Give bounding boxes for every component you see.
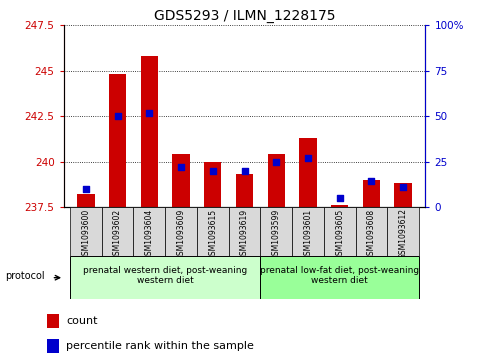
Text: count: count	[66, 316, 98, 326]
Bar	[394, 183, 411, 207]
Text: GSM1093615: GSM1093615	[208, 208, 217, 260]
Text: GSM1093605: GSM1093605	[335, 208, 344, 260]
Point	[304, 155, 311, 161]
Bar	[47, 339, 59, 353]
Point	[208, 168, 216, 174]
Bar	[47, 314, 59, 328]
Bar	[386, 207, 418, 256]
Text: GSM1093609: GSM1093609	[176, 208, 185, 260]
Bar	[299, 138, 316, 207]
Bar	[70, 207, 102, 256]
Bar	[172, 154, 189, 207]
Bar	[70, 256, 260, 299]
Bar	[165, 207, 197, 256]
Point	[81, 186, 89, 192]
Bar	[77, 194, 94, 207]
Text: prenatal low-fat diet, post-weaning
western diet: prenatal low-fat diet, post-weaning west…	[260, 266, 418, 285]
Text: GSM1093604: GSM1093604	[144, 208, 153, 260]
Text: prenatal western diet, post-weaning
western diet: prenatal western diet, post-weaning west…	[83, 266, 247, 285]
Point	[177, 164, 184, 170]
Text: percentile rank within the sample: percentile rank within the sample	[66, 341, 253, 351]
Point	[240, 168, 248, 174]
Text: GSM1093602: GSM1093602	[113, 208, 122, 260]
Bar	[330, 205, 348, 207]
Text: GSM1093619: GSM1093619	[240, 208, 248, 260]
Bar	[102, 207, 133, 256]
Bar	[260, 256, 418, 299]
Text: GSM1093599: GSM1093599	[271, 208, 280, 260]
Bar	[140, 56, 158, 207]
Point	[335, 195, 343, 201]
Text: protocol: protocol	[5, 270, 45, 281]
Bar	[197, 207, 228, 256]
Bar	[228, 207, 260, 256]
Title: GDS5293 / ILMN_1228175: GDS5293 / ILMN_1228175	[153, 9, 335, 23]
Text: GSM1093612: GSM1093612	[398, 208, 407, 260]
Point	[399, 184, 407, 190]
Bar	[267, 154, 285, 207]
Point	[145, 110, 153, 115]
Text: GSM1093601: GSM1093601	[303, 208, 312, 260]
Bar	[355, 207, 386, 256]
Bar	[362, 180, 380, 207]
Point	[272, 159, 280, 164]
Bar	[260, 207, 291, 256]
Point	[367, 179, 375, 184]
Bar	[323, 207, 355, 256]
Bar	[108, 74, 126, 207]
Bar	[203, 162, 221, 207]
Bar	[235, 174, 253, 207]
Point	[113, 113, 121, 119]
Bar	[291, 207, 323, 256]
Bar	[133, 207, 165, 256]
Text: GSM1093600: GSM1093600	[81, 208, 90, 260]
Text: GSM1093608: GSM1093608	[366, 208, 375, 260]
